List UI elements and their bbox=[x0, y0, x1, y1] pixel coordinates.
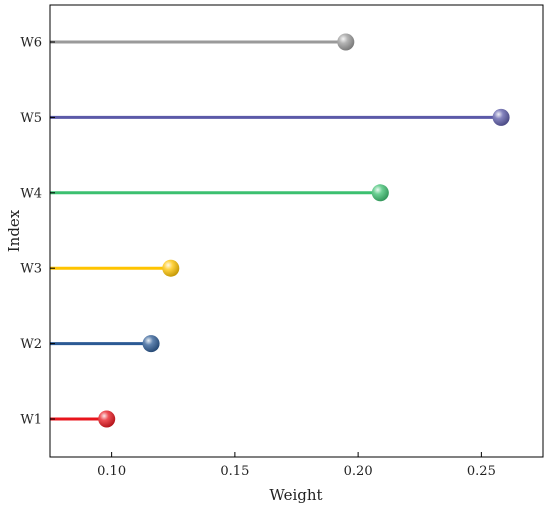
y-tick-label-w1: W1 bbox=[20, 413, 42, 428]
dot-highlight-w3 bbox=[162, 259, 180, 277]
dot-highlight-w5 bbox=[492, 108, 510, 126]
tick-layer: W1 W2 W3 W4 W5 W6 0.10 0.15 0.20 0.25 bbox=[20, 36, 495, 480]
y-tick-label-w2: W2 bbox=[20, 337, 42, 352]
dot-highlight-w4 bbox=[371, 184, 389, 202]
y-tick-label-w4: W4 bbox=[20, 186, 42, 201]
plot-frame bbox=[49, 4, 544, 458]
x-tick-label-3: 0.25 bbox=[467, 464, 496, 479]
x-tick-label-1: 0.15 bbox=[220, 464, 249, 479]
y-tick-label-w5: W5 bbox=[20, 111, 42, 126]
stems-layer bbox=[50, 40, 502, 421]
dots-layer bbox=[98, 33, 510, 428]
y-axis-title: Index bbox=[5, 209, 23, 252]
dot-highlight-w6 bbox=[337, 33, 355, 51]
x-tick-label-0: 0.10 bbox=[97, 464, 126, 479]
y-tick-label-w3: W3 bbox=[20, 262, 42, 277]
dot-highlight-w1 bbox=[98, 410, 116, 428]
y-tick-label-w6: W6 bbox=[20, 36, 42, 51]
dot-highlight-w2 bbox=[142, 335, 160, 353]
x-axis-title: Weight bbox=[269, 486, 322, 504]
x-tick-label-2: 0.20 bbox=[344, 464, 373, 479]
